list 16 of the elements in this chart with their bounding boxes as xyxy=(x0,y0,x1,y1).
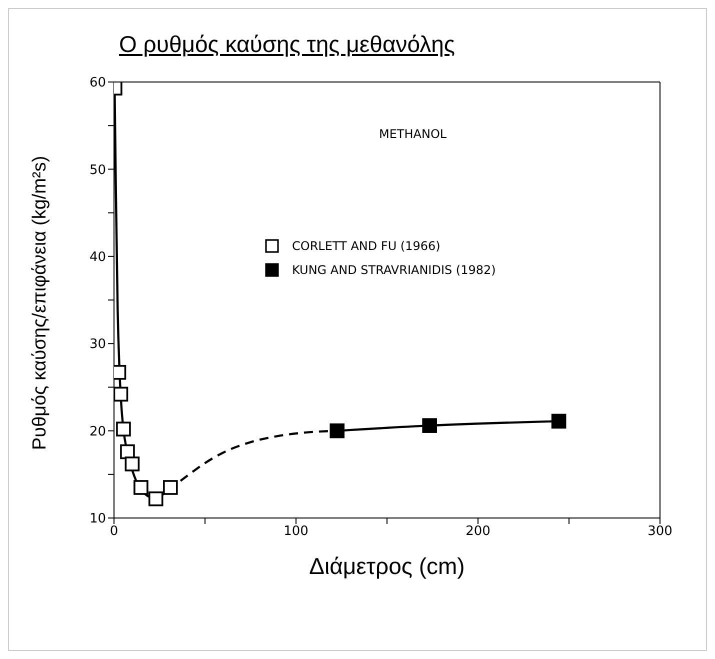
y-tick-label: 30 xyxy=(89,337,106,352)
y-tick-label: 10 xyxy=(89,512,106,527)
x-tick-label: 100 xyxy=(284,524,308,540)
y-tick-label: 40 xyxy=(89,250,106,266)
y-tick-label: 60 xyxy=(89,76,106,91)
x-tick-label: 200 xyxy=(466,524,490,540)
x-tick-label: 300 xyxy=(648,524,672,540)
y-tick-label: 50 xyxy=(89,162,106,178)
legend-label: KUNG AND STRAVRIANIDIS (1982) xyxy=(292,262,496,279)
legend-label: CORLETT AND FU (1966) xyxy=(292,238,440,255)
x-tick-label: 0 xyxy=(110,524,118,540)
annotation: METHANOL xyxy=(379,127,447,141)
y-axis-title: Ρυθμός καύσης/επιφάνεια (kg/m²s) xyxy=(30,156,51,450)
chart-title: Ο ρυθμός καύσης της μεθανόλης xyxy=(119,31,455,58)
y-tick-label: 20 xyxy=(89,424,106,440)
x-axis-title: Διάμετρος (cm) xyxy=(309,553,465,579)
